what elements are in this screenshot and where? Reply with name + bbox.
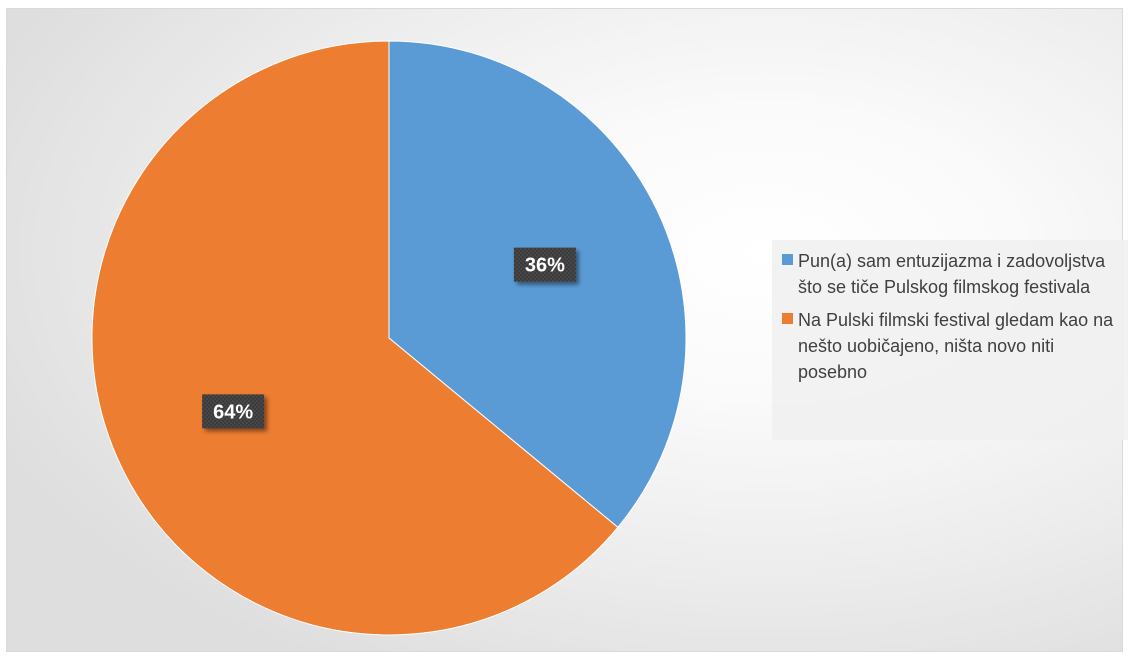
data-label-0: 36% [513,247,576,282]
data-label-1: 64% [202,394,265,429]
data-label-box-0 [513,247,576,282]
data-label-text-1: 64% [213,401,253,423]
data-label-text-0: 36% [525,255,565,277]
legend-label-0: Pun(a) sam entuzijazma i zadovoljstva št… [798,251,1106,297]
legend-label-1: Na Pulski filmski festival gledam kao na… [798,310,1114,382]
legend-item-1: Na Pulski filmski festival gledam kao na… [782,307,1122,385]
pie-slice-1 [91,40,619,636]
pie-slice-0 [388,40,687,529]
data-label-box-1 [202,394,265,429]
legend-swatch-1 [782,313,793,324]
legend: Pun(a) sam entuzijazma i zadovoljstva št… [772,240,1128,440]
legend-item-0: Pun(a) sam entuzijazma i zadovoljstva št… [782,248,1122,300]
legend-swatch-0 [782,254,793,265]
